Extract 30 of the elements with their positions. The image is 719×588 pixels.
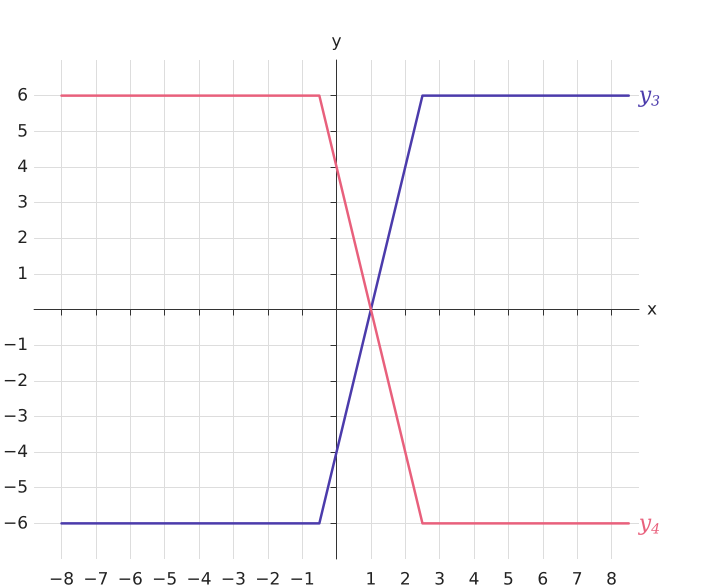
x-tick-label: 8 <box>606 570 617 588</box>
x-tick-label: −7 <box>83 570 108 588</box>
y-tick-label: −6 <box>3 513 28 534</box>
x-tick-label: 5 <box>502 570 514 588</box>
x-tick-label: −5 <box>152 570 178 588</box>
y-tick-label: −2 <box>3 370 28 391</box>
x-tick-label: −8 <box>49 570 74 588</box>
y-tick-label: −1 <box>3 335 28 356</box>
x-tick-label: −3 <box>220 570 246 588</box>
x-tick-label: 7 <box>572 570 583 588</box>
y-axis-title: y <box>332 32 342 52</box>
x-tick-label: −4 <box>186 570 212 588</box>
x-tick-label: −6 <box>118 570 143 588</box>
x-tick-label: 4 <box>468 570 480 588</box>
x-tick-label: 3 <box>434 570 446 588</box>
y-tick-label: −3 <box>3 406 28 426</box>
y-tick-label: −4 <box>3 442 28 462</box>
x-axis-title: x <box>647 300 658 320</box>
x-tick-label: 2 <box>400 570 411 588</box>
x-tick-label: 6 <box>537 570 548 588</box>
y-tick-label: 6 <box>17 86 28 106</box>
y-tick-label: 5 <box>17 121 28 142</box>
x-tick-label: 1 <box>365 570 376 588</box>
y-tick-label: 1 <box>17 264 28 284</box>
y-tick-label: 4 <box>17 156 28 177</box>
x-tick-label: −2 <box>255 570 280 588</box>
y-tick-label: −5 <box>3 478 28 498</box>
x-tick-label: −1 <box>290 570 315 588</box>
y-tick-label: 2 <box>17 228 28 248</box>
y-tick-label: 3 <box>17 192 28 213</box>
